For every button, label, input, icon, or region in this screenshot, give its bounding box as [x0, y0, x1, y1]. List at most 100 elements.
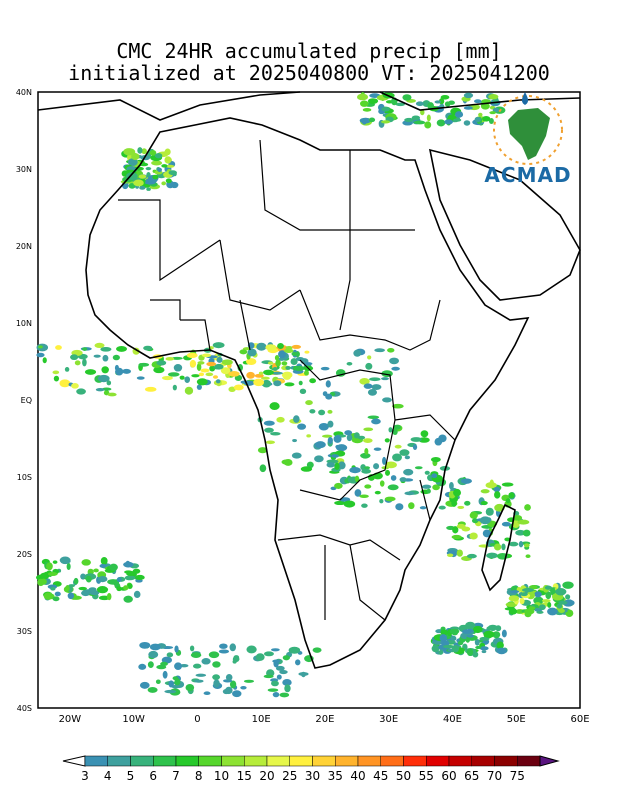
precip-cell	[253, 378, 265, 387]
precip-cell	[46, 562, 53, 571]
precip-cell	[508, 608, 518, 615]
precip-cell	[412, 444, 418, 450]
precip-cell	[298, 380, 303, 386]
precip-cell	[404, 491, 415, 496]
precip-cell	[346, 361, 353, 366]
precip-cell	[131, 153, 140, 161]
precip-cell	[486, 552, 498, 559]
lat-tick-label: 30S	[17, 627, 32, 636]
precip-cell	[149, 643, 161, 651]
precip-cell	[65, 585, 70, 592]
precip-cell	[362, 107, 372, 112]
precip-cell	[126, 572, 136, 576]
precip-cell	[246, 371, 255, 379]
precip-cell	[469, 532, 478, 540]
precip-cell	[219, 643, 228, 649]
precip-cell	[97, 374, 110, 383]
colorbar-over-triangle	[539, 755, 560, 767]
precip-cell	[295, 356, 304, 362]
precip-cell	[47, 572, 58, 577]
precip-cell	[232, 659, 237, 664]
precip-cell	[283, 374, 291, 380]
precip-cell	[482, 529, 492, 538]
precip-cell	[354, 489, 362, 497]
precip-cell	[360, 452, 371, 459]
precip-cell	[149, 150, 157, 156]
precip-cell	[265, 440, 276, 445]
precip-cell	[243, 679, 255, 683]
precip-cell	[479, 646, 489, 651]
colorbar-label: 70	[486, 769, 503, 783]
precip-cell	[261, 379, 272, 388]
colorbar-label: 65	[464, 769, 480, 783]
logo-text: ACMAD	[484, 163, 572, 187]
precip-cell	[212, 674, 221, 681]
precip-cell	[54, 591, 61, 597]
precip-cell	[492, 631, 501, 639]
precip-cell	[165, 164, 175, 168]
precip-cell	[196, 384, 202, 390]
precip-cell	[106, 592, 112, 601]
precip-cell	[440, 629, 448, 636]
precip-cell	[485, 507, 494, 516]
precip-cell	[109, 563, 118, 571]
precip-cell	[365, 362, 373, 370]
precip-cell	[225, 686, 233, 695]
precip-cell	[505, 498, 511, 504]
precip-cell	[326, 462, 335, 468]
precip-cell	[184, 386, 194, 395]
precip-cell	[390, 475, 397, 481]
precip-cell	[136, 376, 145, 380]
precip-cell	[36, 352, 45, 358]
precip-cell	[430, 456, 441, 463]
precip-cell	[112, 354, 120, 361]
precip-cell	[309, 378, 317, 384]
precip-cell	[98, 576, 108, 583]
precip-cell	[116, 586, 122, 592]
precip-cell	[547, 607, 558, 616]
precip-cell	[463, 92, 474, 99]
precip-cell	[71, 383, 79, 389]
precip-cell	[480, 489, 490, 494]
precip-cell	[371, 384, 382, 391]
precip-cell	[88, 587, 97, 592]
precip-cell	[382, 397, 392, 403]
precip-cell	[152, 174, 159, 180]
lon-tick-label: 20E	[315, 714, 334, 725]
precip-cell	[198, 372, 205, 377]
precip-cell	[489, 111, 497, 115]
precip-cell	[246, 645, 257, 654]
precip-cell	[139, 641, 151, 649]
precip-cell	[395, 102, 405, 107]
precip-cell	[161, 164, 168, 168]
precip-cell	[333, 435, 342, 443]
precip-cell	[360, 100, 369, 107]
colorbar-cell	[198, 755, 222, 767]
precip-cell	[483, 630, 495, 638]
precip-cell	[50, 586, 56, 591]
precip-cell	[421, 484, 432, 489]
precip-cell	[411, 115, 421, 121]
precip-cell	[139, 186, 146, 190]
precip-cell	[229, 643, 236, 652]
precip-cell	[242, 347, 251, 351]
precip-cell	[139, 681, 150, 689]
precip-cell	[174, 678, 181, 686]
lon-tick-label: 40E	[443, 714, 462, 725]
precip-cell	[482, 115, 491, 122]
precip-cell	[164, 156, 172, 164]
precip-cell	[384, 496, 396, 502]
precip-cell	[295, 659, 301, 666]
precip-cell	[404, 455, 410, 460]
precip-cell	[408, 502, 415, 510]
lat-tick-label: EQ	[21, 396, 32, 405]
precip-cell	[184, 376, 191, 383]
precip-cell	[550, 587, 556, 596]
precip-cell	[419, 506, 427, 510]
lat-tick-label: 40S	[17, 704, 32, 713]
precip-cell	[363, 438, 373, 443]
precip-cell	[43, 592, 53, 600]
precip-cell	[373, 447, 382, 451]
colorbar-cell	[266, 755, 290, 767]
